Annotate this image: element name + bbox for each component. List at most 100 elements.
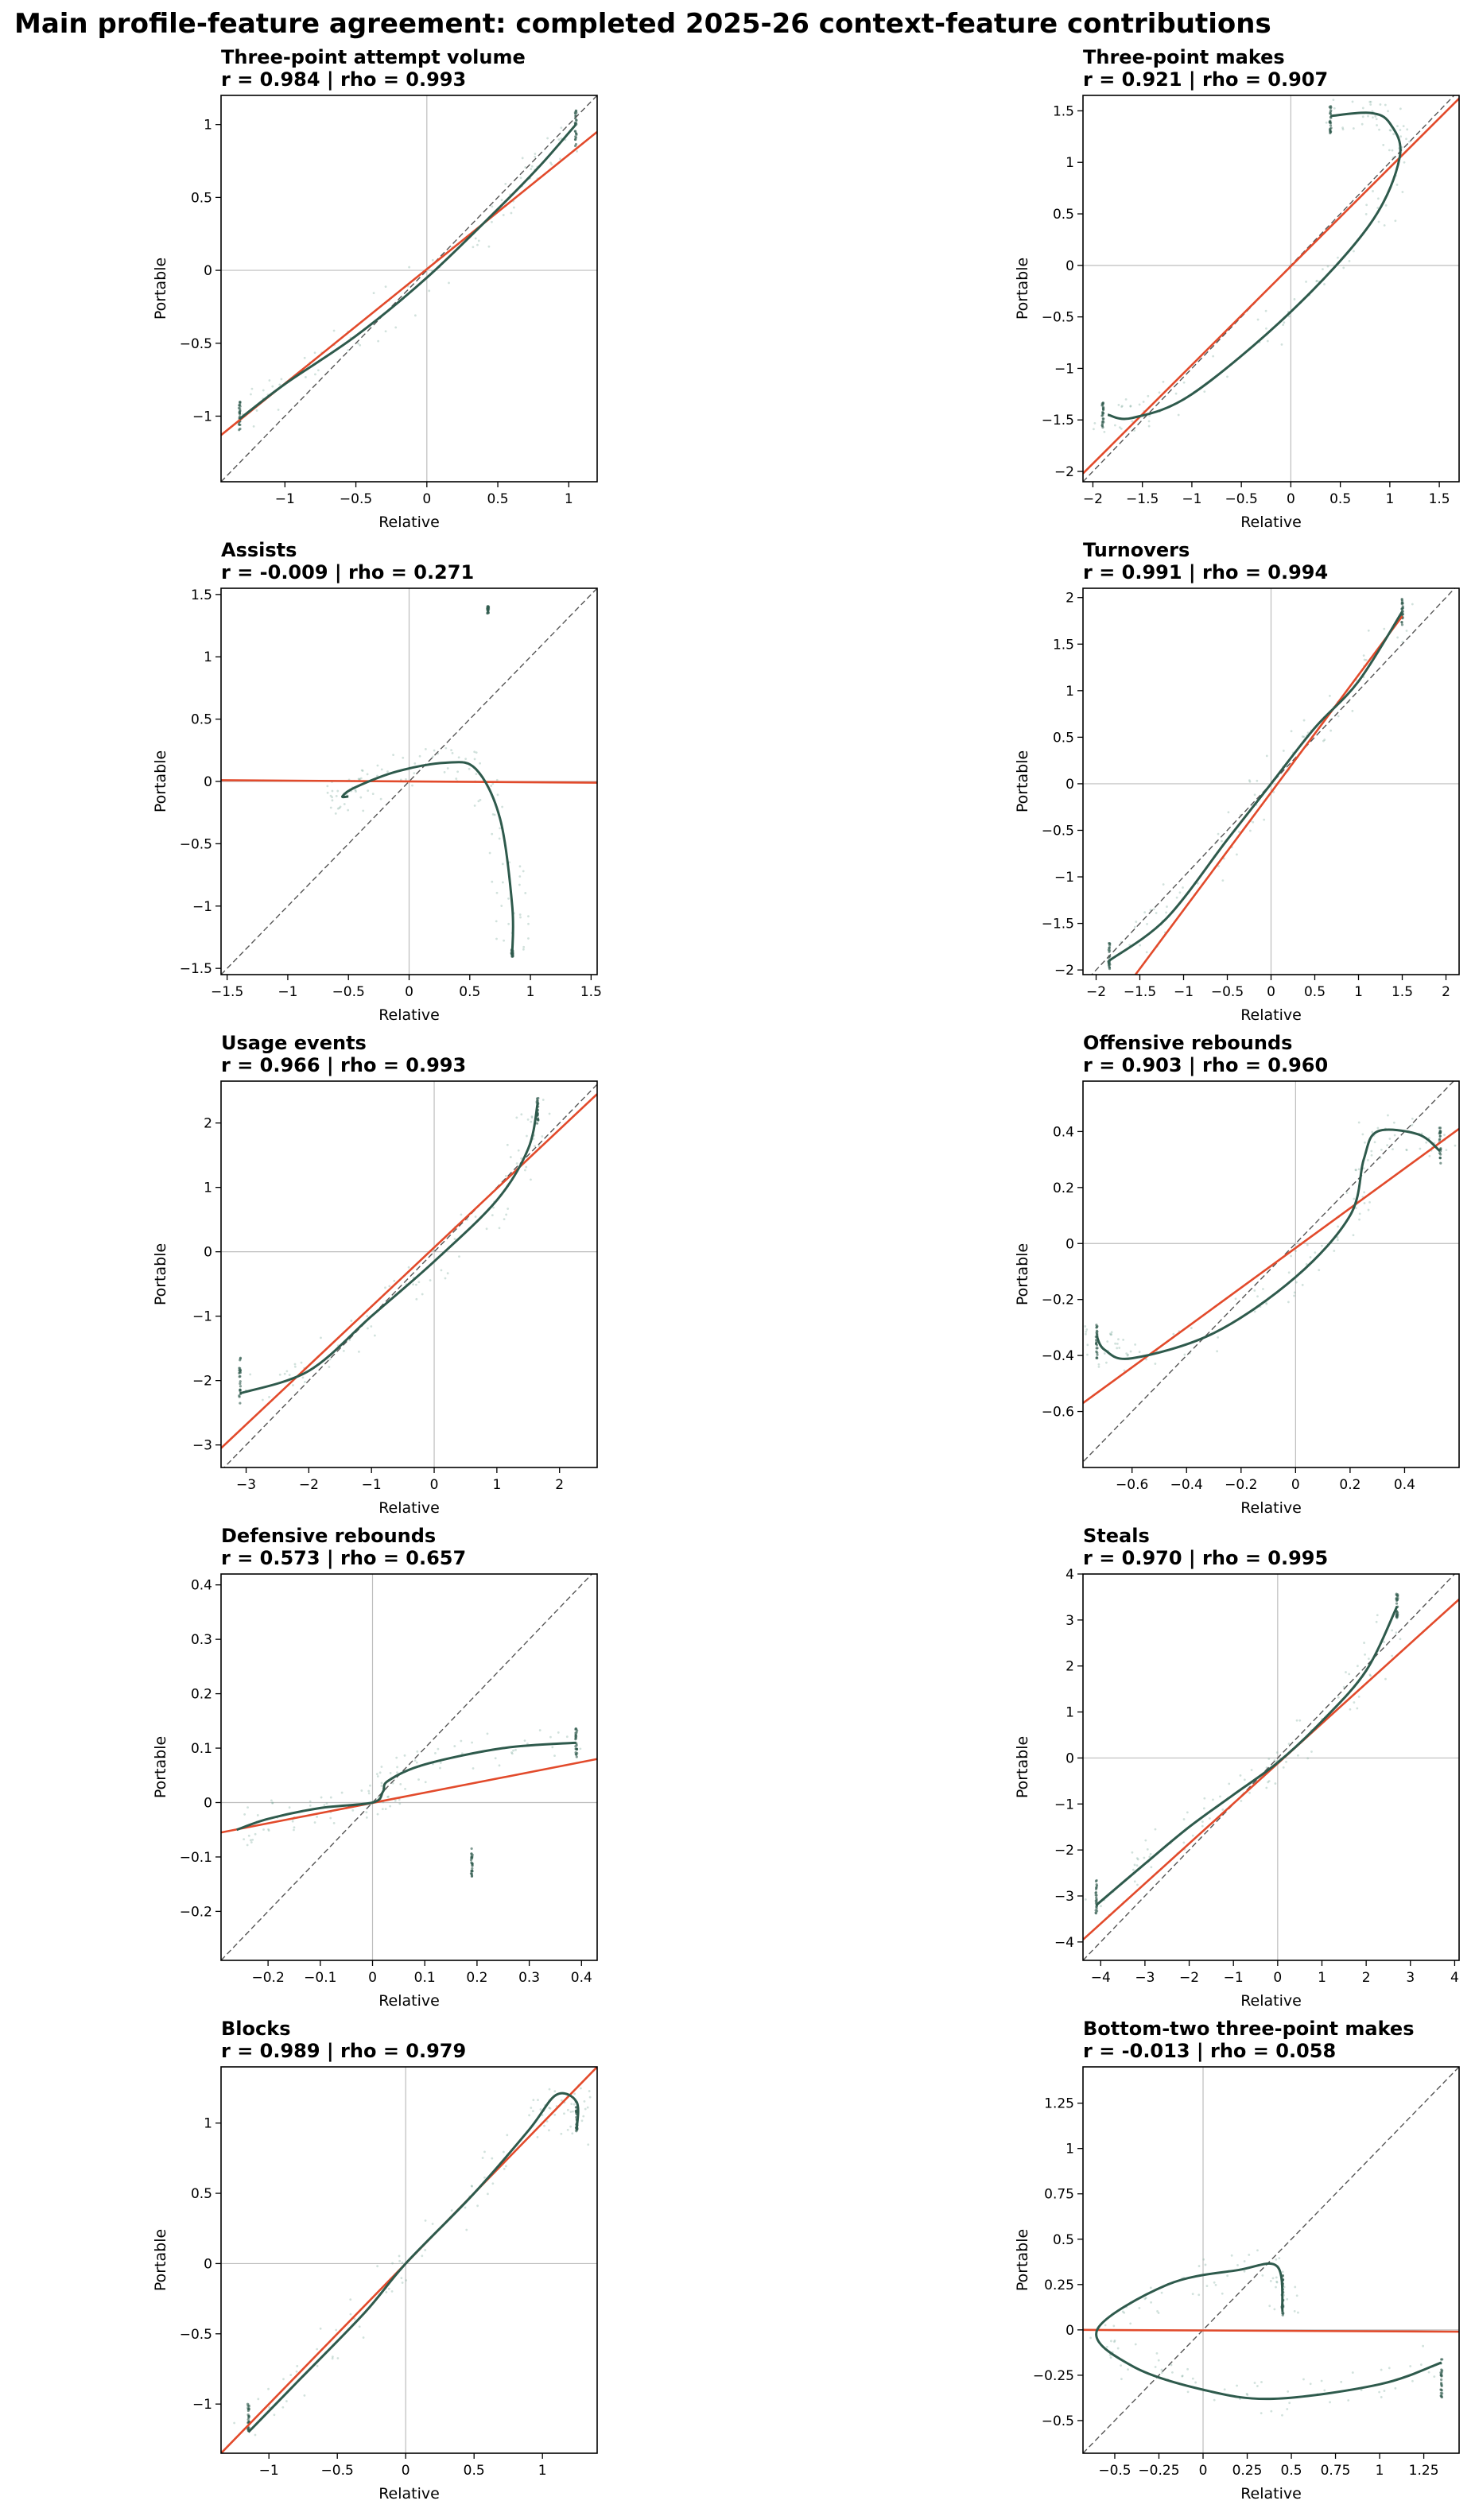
data-point xyxy=(249,1373,252,1376)
data-point xyxy=(588,2095,592,2099)
data-point xyxy=(424,1781,427,1784)
data-point xyxy=(1301,735,1304,738)
x-tick-label: −1 xyxy=(275,491,295,507)
data-point xyxy=(331,799,334,802)
data-point xyxy=(350,1320,353,1322)
data-point xyxy=(1134,1343,1137,1346)
data-point xyxy=(1182,886,1184,889)
data-point xyxy=(1353,1701,1356,1704)
data-point xyxy=(387,1795,390,1798)
data-point xyxy=(359,343,362,347)
data-point xyxy=(395,1756,398,1759)
data-point xyxy=(432,755,434,758)
chart-stats: r = 0.984 | rho = 0.993 xyxy=(221,68,466,91)
data-point xyxy=(1106,1340,1109,1343)
data-point-cluster xyxy=(1095,1896,1098,1899)
data-point xyxy=(1221,1809,1225,1811)
data-point xyxy=(335,794,338,797)
data-point xyxy=(1392,1148,1394,1150)
x-tick-label: −0.5 xyxy=(1098,2463,1131,2479)
plot-frame xyxy=(1082,1080,1460,1468)
data-point xyxy=(534,155,537,158)
y-tick-label: 0.4 xyxy=(1053,1124,1074,1140)
data-point-cluster xyxy=(239,1385,243,1388)
data-point-cluster xyxy=(575,1755,578,1758)
data-point xyxy=(316,2364,319,2367)
data-point xyxy=(389,1805,392,1808)
data-point-cluster xyxy=(574,1733,577,1737)
data-point xyxy=(293,1826,296,1829)
data-point xyxy=(434,1751,437,1754)
data-point xyxy=(1427,2371,1430,2374)
data-point xyxy=(1320,2379,1323,2382)
plot-frame xyxy=(220,95,598,483)
data-point xyxy=(357,342,359,345)
x-tick-label: 0 xyxy=(368,1970,377,1986)
y-tick-label: 3 xyxy=(1065,1613,1074,1629)
data-point xyxy=(1245,2392,1248,2395)
data-point-cluster xyxy=(1400,607,1403,611)
data-point xyxy=(293,1365,297,1368)
data-point xyxy=(1142,401,1145,403)
data-point xyxy=(1116,1342,1119,1345)
data-point xyxy=(1226,375,1229,378)
data-point xyxy=(1212,355,1215,358)
chart-stats: r = -0.013 | rho = 0.058 xyxy=(1083,2040,1336,2062)
data-point xyxy=(431,2223,434,2225)
data-point xyxy=(1353,250,1355,253)
data-point xyxy=(1246,2394,1249,2396)
data-point-cluster xyxy=(470,1869,474,1872)
plot-area xyxy=(1083,588,1459,975)
data-point xyxy=(1117,404,1120,406)
data-point xyxy=(1340,2380,1343,2383)
data-point xyxy=(415,1297,418,1301)
smooth-curve xyxy=(239,123,577,421)
chart-panel: −0.5 −0.25 0 0.25 0.5 0.75 1 1.25 −0.5 −0.25 0 0.25… xyxy=(1014,2018,1460,2503)
data-point-cluster xyxy=(1400,599,1404,603)
y-tick-label: 0.25 xyxy=(1044,2278,1074,2293)
x-tick-label: 1 xyxy=(1354,984,1363,1000)
x-tick-label: −1 xyxy=(362,1477,382,1493)
data-point xyxy=(510,211,513,215)
data-point xyxy=(1110,1331,1113,1334)
data-point xyxy=(1260,2412,1263,2415)
data-point xyxy=(336,2357,340,2359)
data-point xyxy=(338,807,341,809)
data-point-cluster xyxy=(1439,1161,1442,1165)
data-point xyxy=(285,2400,288,2402)
data-point xyxy=(472,1767,475,1770)
y-axis-label: Portable xyxy=(1014,1736,1031,1798)
data-point xyxy=(1391,1629,1394,1632)
x-tick-label: 1.5 xyxy=(1429,491,1450,507)
x-tick-label: 1.25 xyxy=(1409,2463,1439,2479)
data-point xyxy=(405,2279,408,2282)
data-point xyxy=(1287,1271,1291,1274)
data-point xyxy=(271,385,274,388)
data-point xyxy=(319,2327,322,2330)
data-point xyxy=(1380,2368,1383,2371)
data-point xyxy=(504,182,507,185)
data-point xyxy=(1295,2294,1298,2297)
data-point xyxy=(472,246,475,249)
x-tick-label: 0.5 xyxy=(487,491,509,507)
y-tick-label: −1 xyxy=(192,1309,212,1325)
data-point xyxy=(470,2185,473,2188)
data-point xyxy=(560,137,563,140)
chart-title: Defensive rebounds xyxy=(221,1525,436,1547)
data-point-cluster xyxy=(1101,405,1104,409)
y-tick-label: 0.2 xyxy=(1053,1181,1074,1196)
data-point xyxy=(367,789,370,793)
data-point-cluster xyxy=(537,1096,540,1100)
data-point xyxy=(1248,1791,1251,1794)
data-point xyxy=(1358,1218,1360,1221)
data-point xyxy=(491,880,494,883)
data-point xyxy=(320,1796,323,1799)
data-point xyxy=(532,1138,535,1141)
data-point xyxy=(1383,2390,1386,2392)
data-point-cluster xyxy=(239,1402,242,1405)
data-point-cluster xyxy=(470,1847,473,1851)
data-point xyxy=(1322,268,1324,271)
data-point xyxy=(1275,2285,1277,2289)
data-point-cluster xyxy=(1329,109,1333,112)
data-point xyxy=(293,1363,297,1366)
